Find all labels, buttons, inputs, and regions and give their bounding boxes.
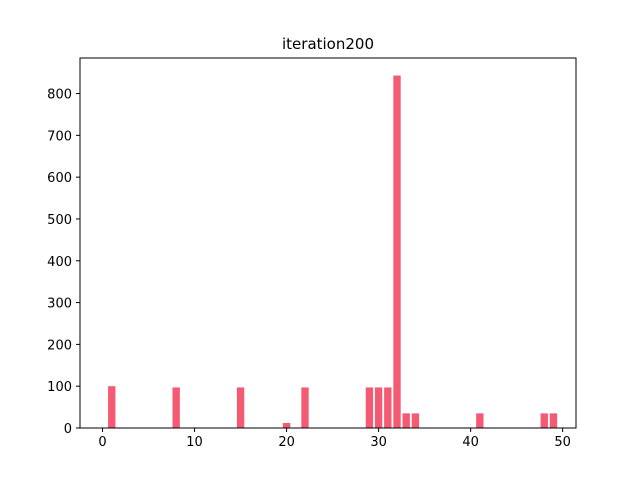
y-tick-label: 400	[47, 255, 72, 270]
chart-title: iteration200	[282, 35, 374, 53]
x-tick-label: 0	[98, 435, 106, 450]
bar	[476, 413, 484, 428]
x-tick-label: 30	[370, 435, 387, 450]
y-tick-label: 700	[47, 129, 72, 144]
y-tick-label: 300	[47, 297, 72, 312]
bar	[374, 387, 383, 428]
y-tick-label: 500	[47, 213, 72, 228]
bar	[549, 413, 558, 428]
y-axis-ticks: 0 100 200 300 400 500 600 700 800	[47, 88, 80, 437]
x-tick-label: 10	[186, 435, 203, 450]
bar	[540, 413, 548, 428]
bar	[384, 387, 392, 428]
plot-frame	[79, 57, 577, 429]
bars-group	[108, 75, 558, 428]
y-tick-label: 100	[47, 380, 72, 395]
bar	[301, 387, 309, 428]
x-tick-label: 20	[278, 435, 295, 450]
bar	[172, 387, 180, 428]
bar	[282, 422, 291, 428]
bar	[108, 386, 116, 428]
x-tick-label: 50	[554, 435, 571, 450]
y-tick-label: 0	[64, 422, 72, 437]
x-tick-label: 40	[462, 435, 479, 450]
y-tick-label: 800	[47, 88, 72, 103]
y-tick-label: 600	[47, 171, 72, 186]
bar	[393, 75, 401, 428]
bar	[365, 387, 374, 428]
bar	[411, 413, 420, 428]
y-tick-label: 200	[47, 338, 72, 353]
bar	[236, 387, 245, 428]
x-axis-ticks: 0 10 20 30 40 50	[98, 428, 571, 450]
bar	[402, 413, 410, 428]
